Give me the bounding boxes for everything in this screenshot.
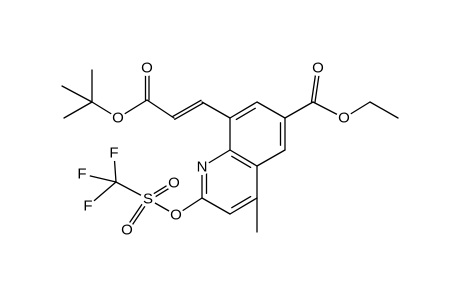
atom-label: O xyxy=(141,60,153,77)
bond xyxy=(201,197,231,215)
bond xyxy=(174,102,204,120)
atom-label: O xyxy=(168,175,180,192)
atom-label: F xyxy=(109,145,118,162)
atom-label: S xyxy=(143,191,153,208)
atom-label: N xyxy=(197,159,208,176)
bond xyxy=(63,101,93,119)
bond xyxy=(229,101,258,119)
atom-labels: O O O O N O S O O F F F xyxy=(74,60,352,239)
bond xyxy=(231,195,252,209)
atom-label: O xyxy=(312,60,324,77)
bond xyxy=(284,101,314,119)
atom-label: O xyxy=(112,110,124,127)
bond xyxy=(61,85,93,103)
bond xyxy=(256,101,286,119)
atom-label: O xyxy=(338,110,350,127)
atom-label: F xyxy=(77,166,86,183)
bond xyxy=(229,197,258,215)
bond xyxy=(231,155,252,169)
atom-label: O xyxy=(170,207,182,224)
atom-label: F xyxy=(83,198,92,215)
bond xyxy=(201,101,231,119)
bond xyxy=(229,149,258,167)
atom-label: O xyxy=(121,222,133,239)
bond xyxy=(172,99,202,117)
bond xyxy=(256,149,286,167)
bond xyxy=(146,99,175,119)
bond xyxy=(235,107,256,121)
bond xyxy=(369,101,399,119)
